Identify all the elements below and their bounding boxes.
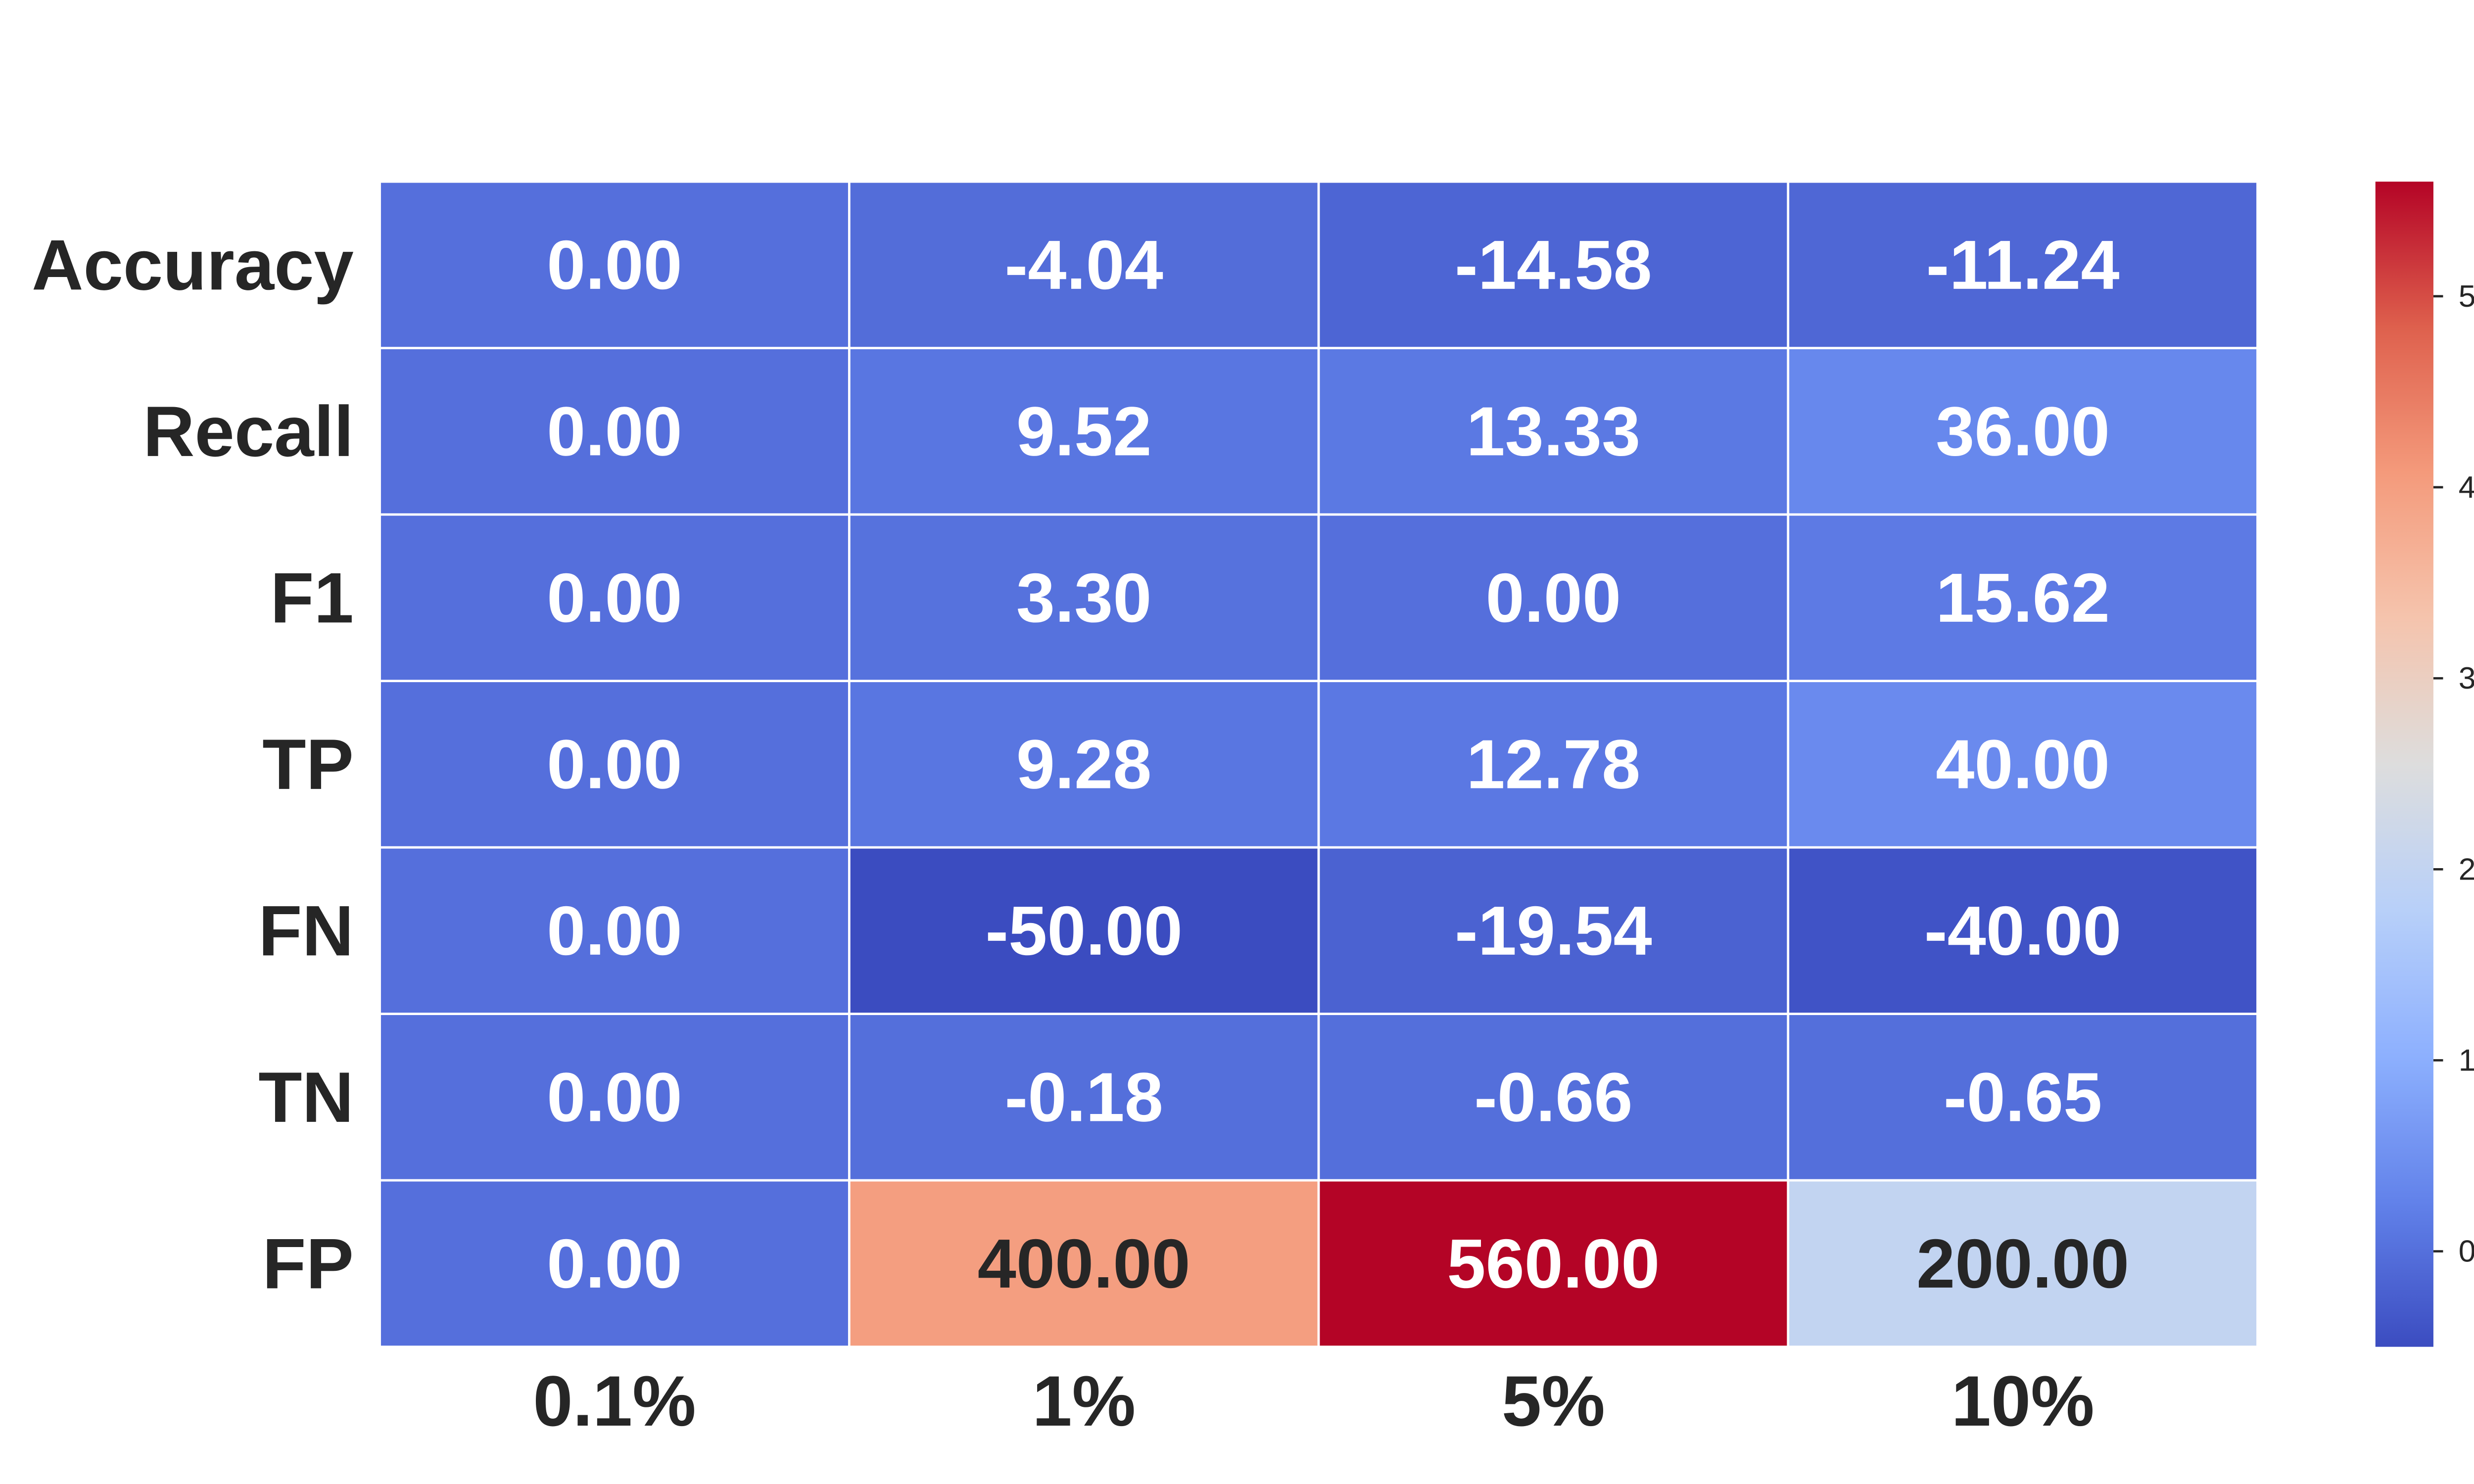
- cell-value-label: 13.33: [1466, 392, 1640, 470]
- colorbar-tick-label: 0: [2459, 1234, 2474, 1269]
- cell-value-label: -0.65: [1944, 1058, 2102, 1136]
- cell-value-label: 12.78: [1466, 725, 1640, 803]
- heatmap-cell: [379, 180, 851, 350]
- heatmap-cell: [848, 680, 1320, 849]
- heatmap-cell: [848, 1013, 1320, 1182]
- colorbar-tick-label: 100: [2459, 1043, 2474, 1077]
- row-label: Recall: [143, 391, 354, 471]
- cell-value-label: -11.24: [1926, 226, 2120, 304]
- heatmap-cell: [1787, 513, 2259, 683]
- colorbar: 0 100 200 300 400 500: [2375, 182, 2474, 1347]
- row-label: FP: [262, 1223, 354, 1303]
- column-label: 1%: [1032, 1361, 1136, 1441]
- row-label: F1: [270, 557, 354, 638]
- cell-value-label: 36.00: [1936, 392, 2110, 470]
- heatmap-cell: [1317, 846, 1790, 1016]
- row-labels: Accuracy Recall F1 TP FN TN FP: [32, 225, 354, 1303]
- heatmap-cell: [1317, 1013, 1790, 1182]
- row-label: Accuracy: [32, 225, 354, 305]
- cell-value-label: -50.00: [985, 892, 1183, 970]
- row-label: TN: [258, 1057, 354, 1137]
- cell-value-label: 0.00: [547, 226, 682, 304]
- row-label: FN: [258, 890, 354, 971]
- colorbar-tick-label: 300: [2459, 661, 2474, 696]
- cell-value-label: 40.00: [1936, 725, 2110, 803]
- heatmap-cell: [379, 846, 851, 1016]
- cell-value-label: -4.04: [1004, 226, 1163, 304]
- heatmap-cell: [379, 1013, 851, 1182]
- cell-value-label: -0.66: [1474, 1058, 1633, 1136]
- cell-value-label: 0.00: [547, 725, 682, 803]
- colorbar-tick-label: 400: [2459, 470, 2474, 505]
- cell-value-label: 0.00: [547, 559, 682, 637]
- heatmap-cells: 0.00 -4.04 -14.58 -11.24 0.00 9.52 13.33 36.00 0…: [379, 180, 2259, 1348]
- column-labels: 0.1% 1% 5% 10%: [533, 1361, 2094, 1441]
- cell-value-label: 0.00: [547, 892, 682, 970]
- cell-value-label: 400.00: [978, 1225, 1190, 1302]
- column-label: 0.1%: [533, 1361, 696, 1441]
- colorbar-tick-label: 200: [2459, 852, 2474, 886]
- cell-value-label: 0.00: [547, 392, 682, 470]
- heatmap-cell: [1787, 180, 2259, 350]
- cell-value-label: 560.00: [1447, 1225, 1660, 1302]
- heatmap-cell: [1317, 180, 1790, 350]
- heatmap-cell: [379, 680, 851, 849]
- cell-value-label: 15.62: [1936, 559, 2110, 637]
- cell-value-label: -19.54: [1455, 892, 1652, 970]
- heatmap-cell: [1787, 1013, 2259, 1182]
- heatmap-cell: [1787, 680, 2259, 849]
- heatmap-cell: [379, 347, 851, 516]
- column-label: 5%: [1502, 1361, 1605, 1441]
- heatmap-cell: [379, 1179, 851, 1348]
- heatmap-cell: [1317, 1179, 1790, 1348]
- heatmap-cell: [848, 180, 1320, 350]
- cell-value-label: 9.52: [1016, 392, 1152, 470]
- heatmap-cell: [848, 513, 1320, 683]
- heatmap-cell: [1787, 347, 2259, 516]
- cell-value-label: -14.58: [1455, 226, 1652, 304]
- heatmap-cell: [1787, 846, 2259, 1016]
- cell-value-label: 200.00: [1916, 1225, 2129, 1302]
- cell-value-label: 0.00: [547, 1225, 682, 1302]
- cell-value-label: 3.30: [1016, 559, 1152, 637]
- row-label: TP: [262, 724, 354, 804]
- cell-value-label: 0.00: [1486, 559, 1621, 637]
- heatmap-cell: [1787, 1179, 2259, 1348]
- colorbar-tick-label: 500: [2459, 279, 2474, 314]
- heatmap-cell: [848, 846, 1320, 1016]
- cell-value-label: -0.18: [1004, 1058, 1163, 1136]
- heatmap-cell: [1317, 680, 1790, 849]
- cell-value-label: -40.00: [1924, 892, 2122, 970]
- cell-value-label: 0.00: [547, 1058, 682, 1136]
- column-label: 10%: [1951, 1361, 2094, 1441]
- colorbar-gradient: [2375, 182, 2433, 1347]
- heatmap-cell: [848, 347, 1320, 516]
- cell-value-label: 9.28: [1016, 725, 1152, 803]
